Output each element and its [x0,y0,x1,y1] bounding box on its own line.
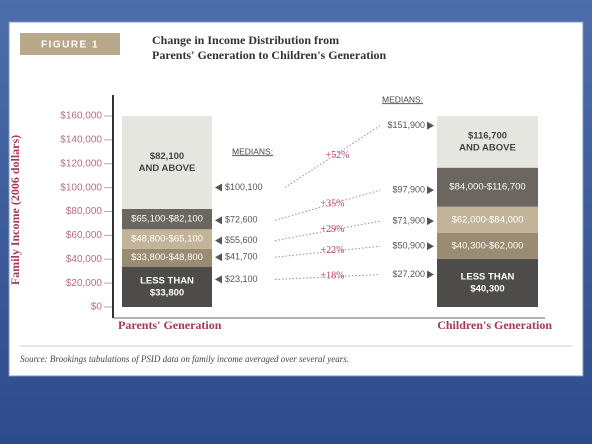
median-label: $55,600 [225,235,258,245]
y-tick-label: $20,000 [66,278,103,289]
source-note: Source: Brookings tabulations of PSID da… [20,354,349,364]
median-label: $27,200 [392,269,425,279]
y-tick-label: $80,000 [66,206,103,217]
median-label: $50,900 [392,241,425,251]
income-band [122,208,212,230]
median-pointer [215,216,222,225]
median-label: $97,900 [392,185,425,195]
y-tick-label: $0 [91,302,103,313]
band-label: $40,300 [470,283,504,294]
income-band [122,248,212,267]
band-label: $65,100-$82,100 [131,214,203,225]
figure-label: FIGURE 1 [41,40,99,51]
income-band [437,258,538,307]
medians-heading: MEDIANS: [232,146,273,156]
income-band [437,167,538,207]
income-band [122,116,212,209]
change-label: +35% [321,199,345,210]
median-pointer [215,275,222,284]
income-band [437,232,538,259]
median-pointer [427,270,434,279]
y-tick-label: $160,000 [60,111,102,122]
change-label: +29% [321,224,345,235]
median-label: $41,700 [225,252,258,262]
chart-title: Change in Income Distribution from [152,33,339,47]
median-pointer [215,253,222,262]
median-label: $151,900 [387,120,425,130]
band-label: LESS THAN [140,275,194,286]
band-label: $84,000-$116,700 [449,182,525,193]
income-band [437,206,538,233]
median-pointer [215,236,222,245]
band-label: LESS THAN [461,271,515,282]
y-tick-label: $40,000 [66,254,103,265]
figure-badge [20,33,120,55]
change-label: +22% [321,245,345,256]
band-label: $62,000-$84,000 [452,214,524,225]
median-connector [274,189,381,221]
median-connector [284,125,381,188]
y-tick-label: $100,000 [60,182,102,193]
median-pointer [427,217,434,226]
change-label: +18% [321,270,345,281]
median-label: $100,100 [225,182,263,192]
band-label: $116,700 [468,130,507,141]
medians-heading: MEDIANS: [382,94,423,104]
y-tick-label: $140,000 [60,135,102,146]
median-label: $23,100 [225,274,258,284]
y-tick-label: $60,000 [66,230,103,241]
income-band [122,266,212,307]
median-connector [274,245,381,258]
median-pointer [427,186,434,195]
band-label: $48,800-$65,100 [131,234,203,245]
y-tick-label: $120,000 [60,158,102,169]
income-band [122,229,212,249]
x-category-label: Children's Generation [437,318,552,332]
median-connector [274,274,381,280]
income-band [437,116,538,168]
median-pointer [215,183,222,192]
median-pointer [427,121,434,130]
change-label: +52% [326,150,350,161]
median-label: $72,600 [225,215,258,225]
x-category-label: Parents' Generation [118,318,222,332]
band-label: AND ABOVE [459,142,516,153]
band-label: $40,300-$62,000 [452,240,524,251]
band-label: AND ABOVE [139,163,196,174]
band-label: $33,800 [150,287,184,298]
median-pointer [427,242,434,251]
median-connector [274,220,381,242]
band-label: $82,100 [150,151,184,162]
median-label: $71,900 [392,216,425,226]
y-axis-label: Family Income (2006 dollars) [8,135,22,285]
band-label: $33,800-$48,800 [131,252,203,263]
chart-title: Parents' Generation to Children's Genera… [152,48,387,62]
